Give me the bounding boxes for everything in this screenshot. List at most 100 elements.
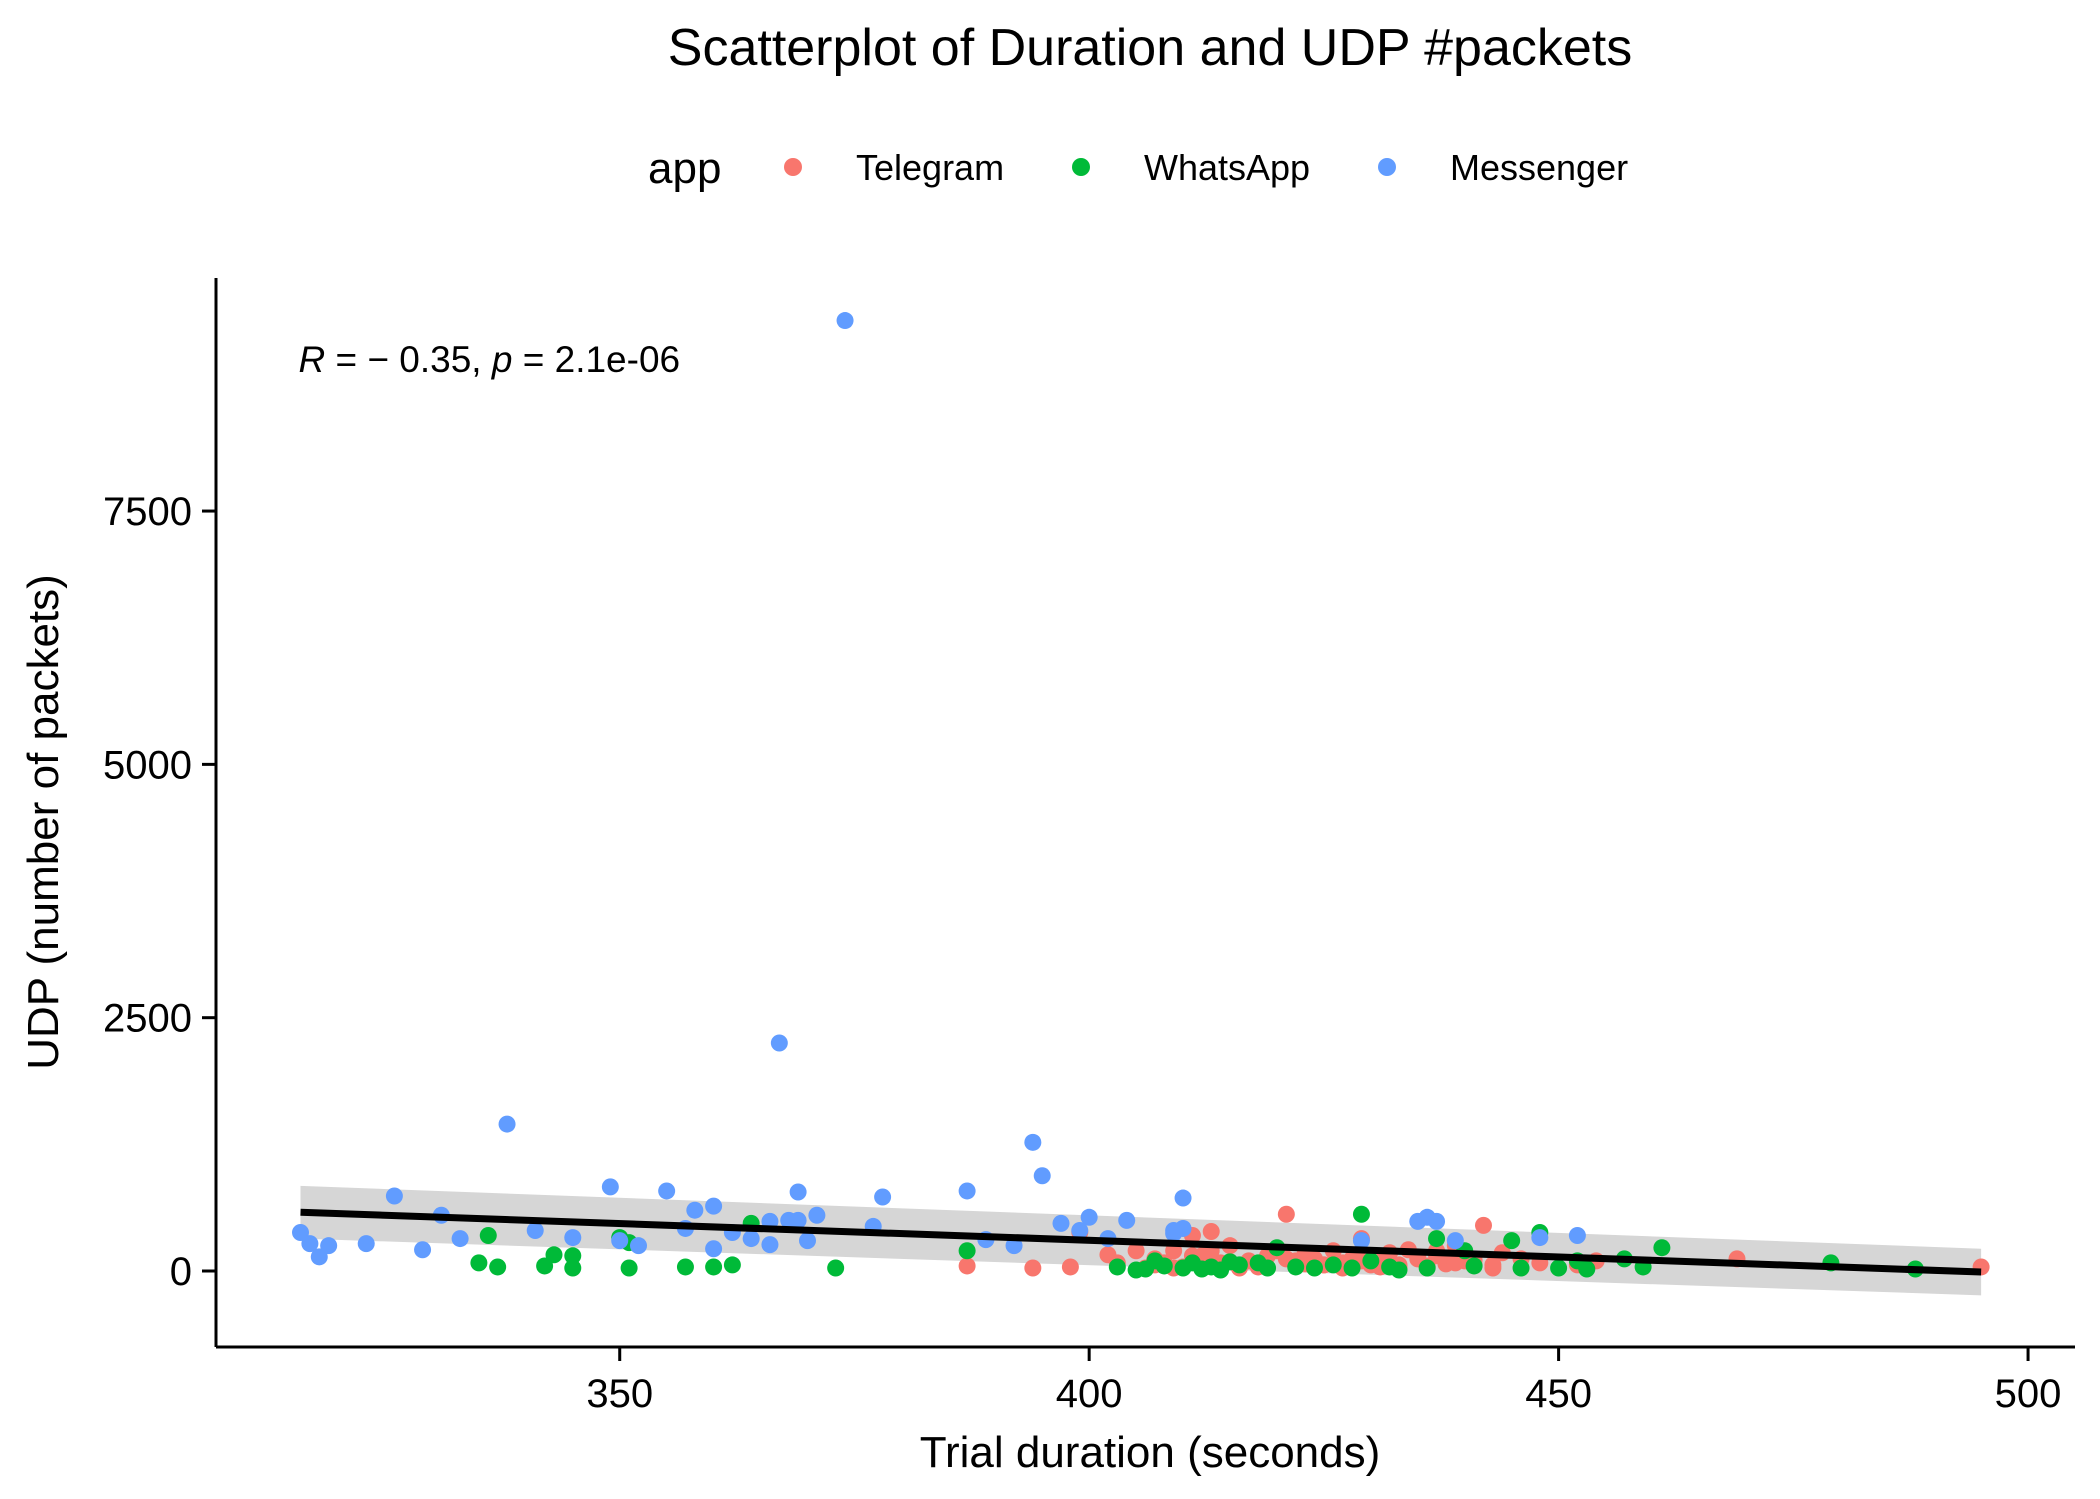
point-whatsapp — [1306, 1259, 1323, 1277]
point-messenger — [1409, 1212, 1427, 1230]
point-whatsapp — [564, 1247, 582, 1265]
point-messenger — [1118, 1211, 1136, 1229]
point-messenger — [1352, 1232, 1370, 1250]
point-whatsapp — [1390, 1261, 1408, 1279]
point-messenger — [761, 1236, 779, 1254]
y-axis-title: UDP (number of packets) — [19, 574, 68, 1070]
point-messenger — [1071, 1221, 1089, 1239]
point-messenger — [836, 312, 854, 330]
point-whatsapp — [705, 1258, 723, 1276]
point-messenger — [1165, 1221, 1183, 1239]
point-messenger — [1174, 1189, 1192, 1207]
point-messenger — [310, 1248, 328, 1266]
point-whatsapp — [1653, 1239, 1671, 1257]
point-messenger — [1428, 1212, 1446, 1230]
legend-key-messenger — [1378, 158, 1396, 176]
legend-key-telegram — [784, 158, 802, 176]
point-messenger — [705, 1240, 723, 1258]
y-tick-label: 5000 — [103, 743, 192, 787]
point-messenger — [808, 1206, 826, 1224]
point-messenger — [1024, 1133, 1042, 1151]
point-whatsapp — [1287, 1258, 1305, 1276]
x-tick-label: 400 — [1056, 1372, 1123, 1416]
point-telegram — [1484, 1256, 1502, 1274]
point-messenger — [1531, 1229, 1549, 1247]
point-whatsapp — [1550, 1259, 1568, 1277]
point-whatsapp — [1362, 1252, 1380, 1270]
point-telegram — [1061, 1258, 1079, 1276]
point-telegram — [1446, 1254, 1464, 1272]
legend-title: app — [648, 144, 721, 193]
regression-line — [300, 1208, 1982, 1276]
point-messenger — [1052, 1214, 1070, 1232]
point-whatsapp — [1512, 1259, 1530, 1277]
point-messenger — [357, 1235, 375, 1253]
plot-area — [292, 312, 1990, 1296]
point-messenger — [658, 1182, 676, 1200]
point-telegram — [1202, 1222, 1220, 1240]
point-telegram — [1277, 1205, 1295, 1223]
legend-label-telegram: Telegram — [856, 147, 1004, 188]
point-telegram — [958, 1257, 976, 1275]
point-messenger — [526, 1221, 544, 1239]
y-tick-label: 7500 — [103, 490, 192, 534]
y-tick-label: 2500 — [103, 997, 192, 1041]
point-whatsapp — [1418, 1259, 1436, 1277]
point-messenger — [1446, 1232, 1464, 1250]
point-messenger — [686, 1201, 704, 1219]
point-whatsapp — [489, 1258, 507, 1276]
legend-key-whatsapp — [1072, 158, 1090, 176]
point-whatsapp — [1324, 1256, 1342, 1274]
r-value: = − 0.35, — [325, 339, 492, 380]
x-axis-ticks: 350 400 450 500 — [586, 1347, 2061, 1416]
point-messenger — [770, 1034, 788, 1052]
p-symbol: p — [491, 339, 513, 380]
point-messenger — [320, 1237, 338, 1255]
point-whatsapp — [1578, 1260, 1596, 1278]
x-tick-label: 450 — [1525, 1372, 1592, 1416]
point-whatsapp — [827, 1259, 845, 1277]
y-tick-label: 0 — [170, 1250, 192, 1294]
point-whatsapp — [1352, 1205, 1370, 1223]
point-whatsapp — [620, 1259, 638, 1277]
point-whatsapp — [545, 1246, 563, 1264]
r-symbol: R — [299, 339, 326, 380]
point-messenger — [742, 1230, 760, 1248]
point-messenger — [1033, 1167, 1051, 1185]
point-messenger — [1005, 1237, 1023, 1255]
point-messenger — [292, 1224, 309, 1242]
correlation-annotation: R = − 0.35, p = 2.1e-06 — [299, 339, 681, 380]
point-telegram — [1127, 1242, 1145, 1260]
point-whatsapp — [564, 1259, 582, 1277]
point-whatsapp — [1259, 1259, 1277, 1277]
point-messenger — [789, 1211, 807, 1229]
legend: app Telegram WhatsApp Messenger — [648, 144, 1628, 193]
y-axis-ticks: 0 2500 5000 7500 — [103, 490, 216, 1294]
point-whatsapp — [958, 1242, 976, 1260]
x-tick-label: 350 — [586, 1372, 653, 1416]
point-whatsapp — [1343, 1259, 1361, 1277]
point-messenger — [498, 1115, 516, 1133]
x-axis-title: Trial duration (seconds) — [920, 1428, 1381, 1477]
point-messenger — [601, 1178, 619, 1196]
point-whatsapp — [1155, 1257, 1173, 1275]
point-messenger — [1080, 1208, 1098, 1226]
point-messenger — [564, 1229, 582, 1247]
point-messenger — [611, 1232, 629, 1250]
legend-items: Telegram WhatsApp Messenger — [784, 147, 1628, 188]
point-messenger — [630, 1237, 647, 1255]
chart-title: Scatterplot of Duration and UDP #packets — [668, 19, 1632, 77]
point-messenger — [451, 1230, 469, 1248]
point-telegram — [1024, 1259, 1042, 1277]
point-messenger — [414, 1241, 432, 1259]
point-whatsapp — [479, 1227, 497, 1245]
data-points — [292, 312, 1990, 1279]
point-whatsapp — [470, 1254, 488, 1272]
legend-label-whatsapp: WhatsApp — [1144, 147, 1310, 188]
point-whatsapp — [1465, 1257, 1483, 1275]
point-whatsapp — [1230, 1256, 1248, 1274]
point-whatsapp — [1428, 1230, 1446, 1248]
point-telegram — [1475, 1216, 1492, 1234]
point-messenger — [301, 1235, 319, 1253]
